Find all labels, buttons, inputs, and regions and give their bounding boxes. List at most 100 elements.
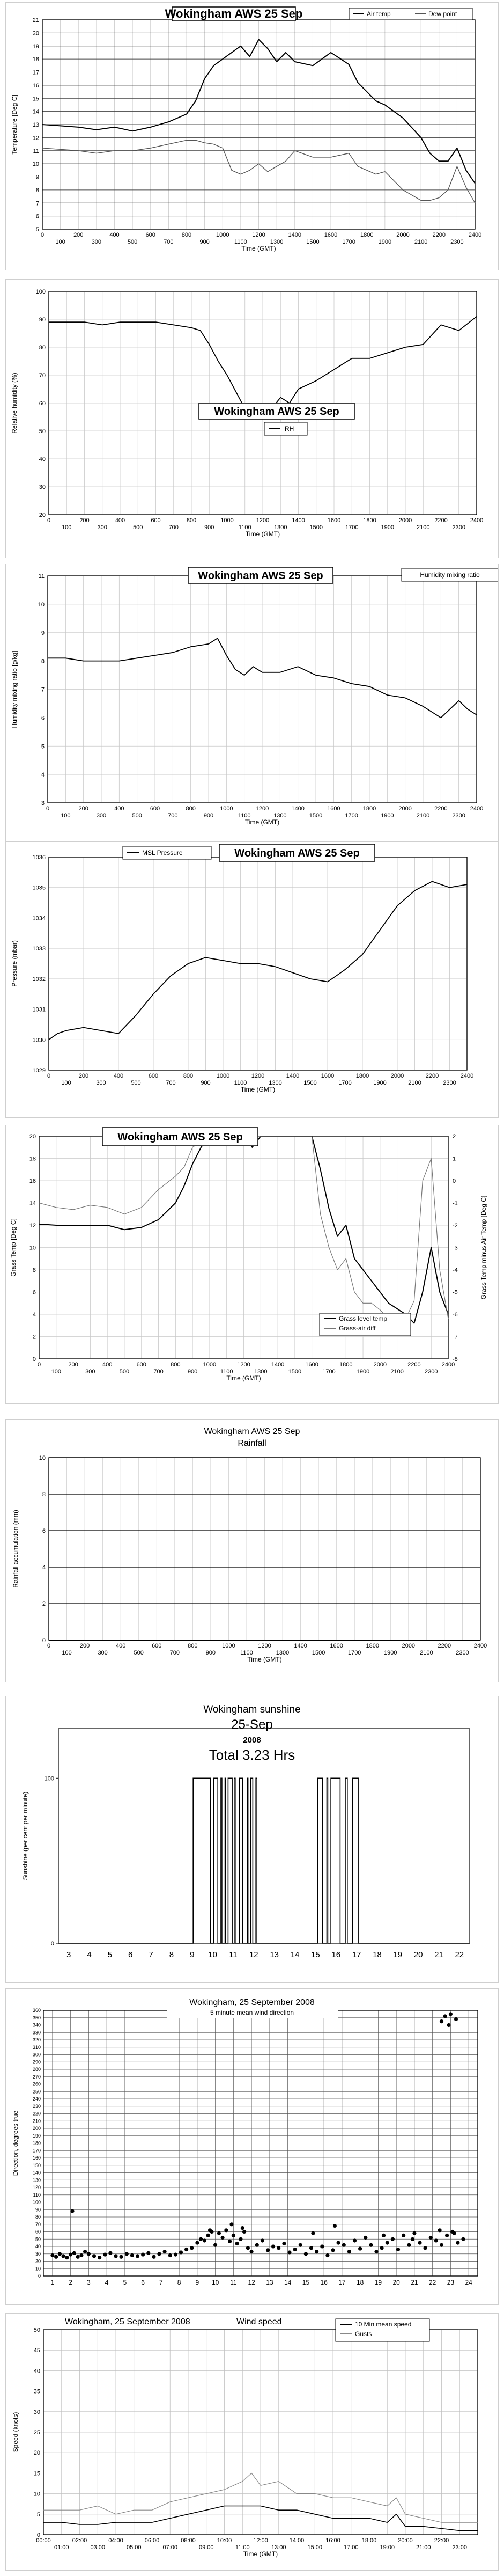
x-tick-label: 11:00 bbox=[235, 2544, 250, 2551]
x-tick-label: 16 bbox=[331, 1950, 340, 1959]
chart-title: Wokingham AWS 25 Sep bbox=[165, 7, 303, 20]
y-tick-label: 10 bbox=[38, 602, 45, 608]
grass-temp-chart: 0 2 4 6 8 10 12 14 16 18 20 -8 -7 -6 -5 -4 -3 -2 -1 0 1 2 0 200… bbox=[5, 1125, 499, 1404]
x-tick-label: 0 bbox=[47, 1643, 50, 1649]
series-line bbox=[48, 638, 477, 719]
series-line bbox=[43, 2505, 478, 2531]
legend-label: Grass level temp bbox=[339, 1315, 387, 1322]
y-tick-label: 6 bbox=[33, 1290, 36, 1296]
chart-title: Wokingham AWS 25 Sep bbox=[204, 1427, 300, 1436]
x-tick-label: 1500 bbox=[312, 1650, 325, 1656]
x-tick-label: 8 bbox=[169, 1950, 174, 1959]
scatter-point bbox=[146, 2251, 151, 2255]
x-tick-label: 2000 bbox=[396, 232, 409, 238]
x-tick-label: 1400 bbox=[291, 806, 304, 812]
y-tick-label: 260 bbox=[33, 2082, 41, 2087]
scatter-point bbox=[461, 2237, 465, 2241]
series-line bbox=[48, 881, 468, 1041]
x-tick-label: 2300 bbox=[453, 524, 465, 531]
x-axis-label: Time (GMT) bbox=[243, 2550, 278, 2558]
scatter-point bbox=[374, 2250, 379, 2254]
x-tick-label: 2300 bbox=[425, 1368, 438, 1375]
x-tick-label: 1400 bbox=[286, 1073, 299, 1079]
scatter-point bbox=[407, 2243, 411, 2247]
x-tick-label: 18:00 bbox=[362, 2537, 377, 2544]
x-tick-label: 21 bbox=[434, 1950, 443, 1959]
x-tick-label: 20:00 bbox=[398, 2537, 413, 2544]
y-tick-label: 10 bbox=[29, 1245, 36, 1252]
chart-title-box bbox=[188, 567, 333, 584]
scatter-point bbox=[86, 2252, 91, 2256]
y-tick-label: 40 bbox=[34, 2368, 40, 2374]
x-tick-label: 1600 bbox=[330, 1643, 343, 1649]
x-tick-label: 0 bbox=[47, 1073, 50, 1079]
y-tick-label: 90 bbox=[39, 317, 46, 323]
legend-label: RH bbox=[285, 425, 294, 433]
y-tick-label: 14 bbox=[29, 1201, 36, 1207]
scatter-point bbox=[438, 2228, 442, 2233]
x-tick-label: 1900 bbox=[379, 239, 391, 245]
x-tick-label: 2300 bbox=[456, 1650, 469, 1656]
scatter-point bbox=[202, 2238, 206, 2243]
scatter-point bbox=[72, 2251, 76, 2255]
x-axis-label: Time (GMT) bbox=[241, 1086, 275, 1093]
y-tick-label: 6 bbox=[36, 214, 39, 220]
x-tick-label: 23 bbox=[447, 2279, 455, 2286]
x-tick-label: 1100 bbox=[239, 524, 251, 531]
x-tick-label: 1500 bbox=[288, 1368, 301, 1375]
x-tick-label: 1800 bbox=[363, 517, 376, 524]
scatter-point bbox=[235, 2241, 239, 2246]
scatter-point bbox=[332, 2223, 337, 2228]
scatter-point bbox=[65, 2256, 69, 2260]
scatter-point bbox=[195, 2241, 199, 2245]
x-tick-label: 2100 bbox=[417, 813, 429, 819]
scatter-point bbox=[231, 2233, 235, 2237]
x-tick-label: 200 bbox=[79, 1073, 88, 1079]
x-tick-label: 1400 bbox=[294, 1643, 307, 1649]
x-tick-label: 1900 bbox=[357, 1368, 369, 1375]
x-tick-label: 600 bbox=[151, 517, 160, 524]
x-tick-label: 2100 bbox=[414, 239, 427, 245]
x-tick-label: 300 bbox=[85, 1368, 95, 1375]
x-tick-label: 300 bbox=[98, 524, 107, 531]
x-tick-label: 100 bbox=[51, 1368, 61, 1375]
x-tick-label: 1900 bbox=[373, 1080, 386, 1086]
x-tick-label: 14:00 bbox=[290, 2537, 305, 2544]
scatter-point bbox=[184, 2247, 189, 2252]
scatter-point bbox=[315, 2250, 319, 2254]
x-tick-label: 1600 bbox=[324, 232, 337, 238]
y-tick-label: 0 bbox=[42, 1637, 46, 1644]
y-axis-label: Rainfall accumulation (mm) bbox=[12, 1510, 19, 1587]
y-tick-label: 1034 bbox=[33, 915, 46, 921]
y-tick-label: 20 bbox=[35, 2259, 41, 2264]
x-tick-label: 800 bbox=[182, 232, 191, 238]
x-tick-label: 2100 bbox=[408, 1080, 421, 1086]
x-tick-label: 19 bbox=[375, 2279, 382, 2286]
x-tick-label: 800 bbox=[171, 1362, 180, 1368]
y-tick-label: 4 bbox=[41, 772, 45, 778]
plot-border bbox=[48, 291, 477, 515]
x-tick-label: 22 bbox=[429, 2279, 436, 2286]
scatter-point bbox=[249, 2250, 254, 2254]
y-tick-label: 3 bbox=[41, 800, 45, 807]
x-tick-label: 02:00 bbox=[72, 2537, 87, 2544]
y-axis-label: Relative humidity (%) bbox=[11, 372, 18, 433]
x-tick-label: 800 bbox=[187, 517, 196, 524]
x-tick-label: 10:00 bbox=[217, 2537, 232, 2544]
scatter-point bbox=[79, 2253, 84, 2258]
scatter-point bbox=[61, 2254, 65, 2258]
x-tick-label: 09:00 bbox=[199, 2544, 214, 2551]
rainfall-chart: 0 2 4 6 8 10 0 200 400 600 800 1000 1200 1400 1600 1800… bbox=[5, 1419, 499, 1682]
scatter-point bbox=[217, 2231, 221, 2235]
x-tick-label: 300 bbox=[98, 1650, 107, 1656]
y-tick-label: 0 bbox=[453, 1178, 456, 1184]
y-axis-label: Pressure (mbar) bbox=[11, 940, 18, 987]
x-tick-label: 100 bbox=[61, 813, 70, 819]
x-tick-label: 1800 bbox=[339, 1362, 352, 1368]
x-tick-label: 1200 bbox=[237, 1362, 250, 1368]
x-tick-label: 200 bbox=[79, 517, 89, 524]
x-tick-label: 2400 bbox=[474, 1643, 487, 1649]
y-tick-label: -7 bbox=[453, 1334, 458, 1341]
x-tick-label: 3 bbox=[87, 2279, 91, 2286]
scatter-point bbox=[364, 2235, 368, 2240]
